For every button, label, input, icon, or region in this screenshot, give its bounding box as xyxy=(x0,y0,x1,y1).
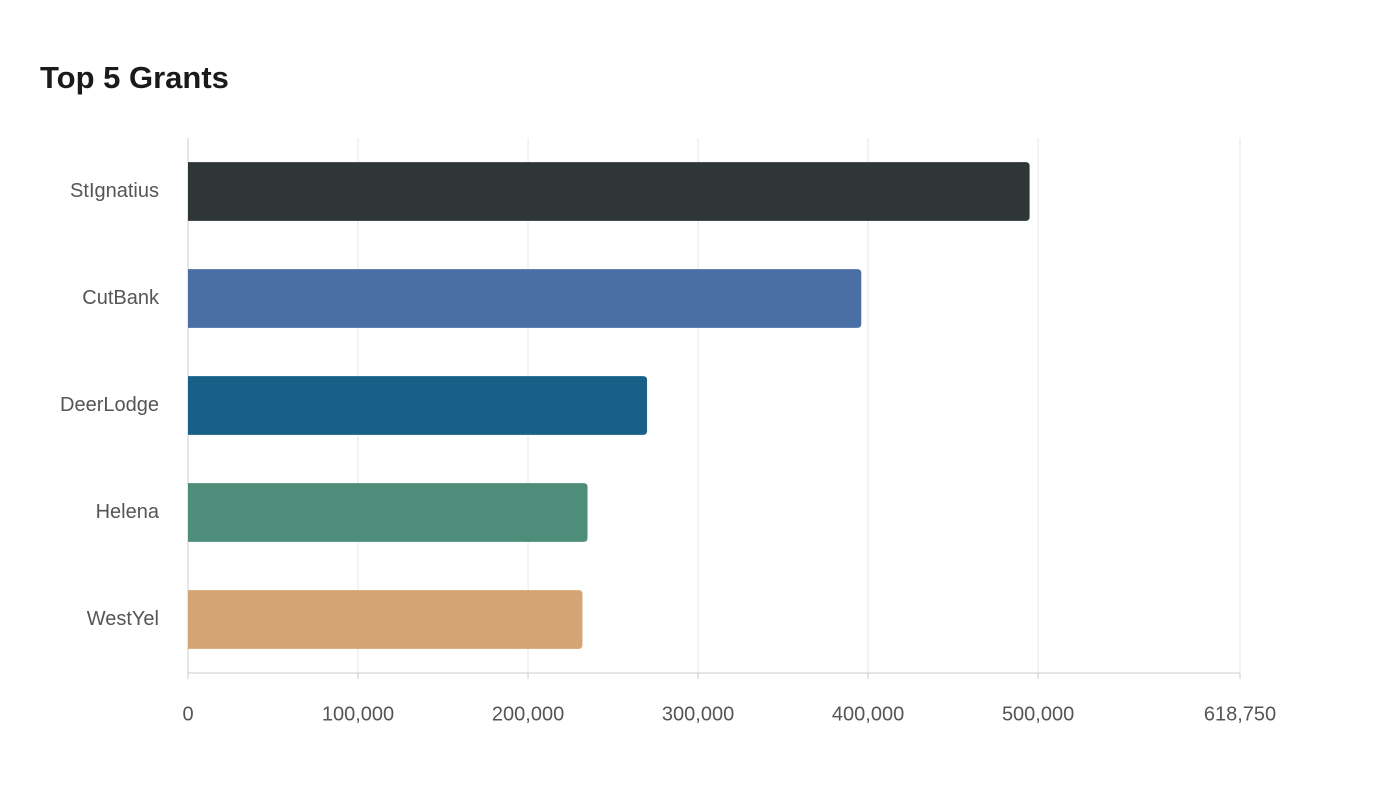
x-tick-label: 0 xyxy=(182,703,193,725)
bar xyxy=(188,376,648,435)
y-tick-label: WestYel xyxy=(87,608,159,630)
x-tick-label: 100,000 xyxy=(322,703,394,725)
x-tick-label: 400,000 xyxy=(832,703,904,725)
x-tick-label: 618,750 xyxy=(1204,703,1276,725)
y-tick-label: Helena xyxy=(96,501,160,523)
y-tick-label: StIgnatius xyxy=(70,180,159,202)
chart-title: Top 5 Grants xyxy=(40,60,229,95)
x-tick-label: 300,000 xyxy=(662,703,734,725)
bar xyxy=(188,269,862,328)
x-tick-label: 500,000 xyxy=(1002,703,1074,725)
y-tick-label: DeerLodge xyxy=(60,394,159,416)
x-tick-label: 200,000 xyxy=(492,703,564,725)
bar xyxy=(188,162,1030,221)
y-tick-label: CutBank xyxy=(82,287,160,309)
bar xyxy=(188,483,588,542)
bar xyxy=(188,590,583,649)
